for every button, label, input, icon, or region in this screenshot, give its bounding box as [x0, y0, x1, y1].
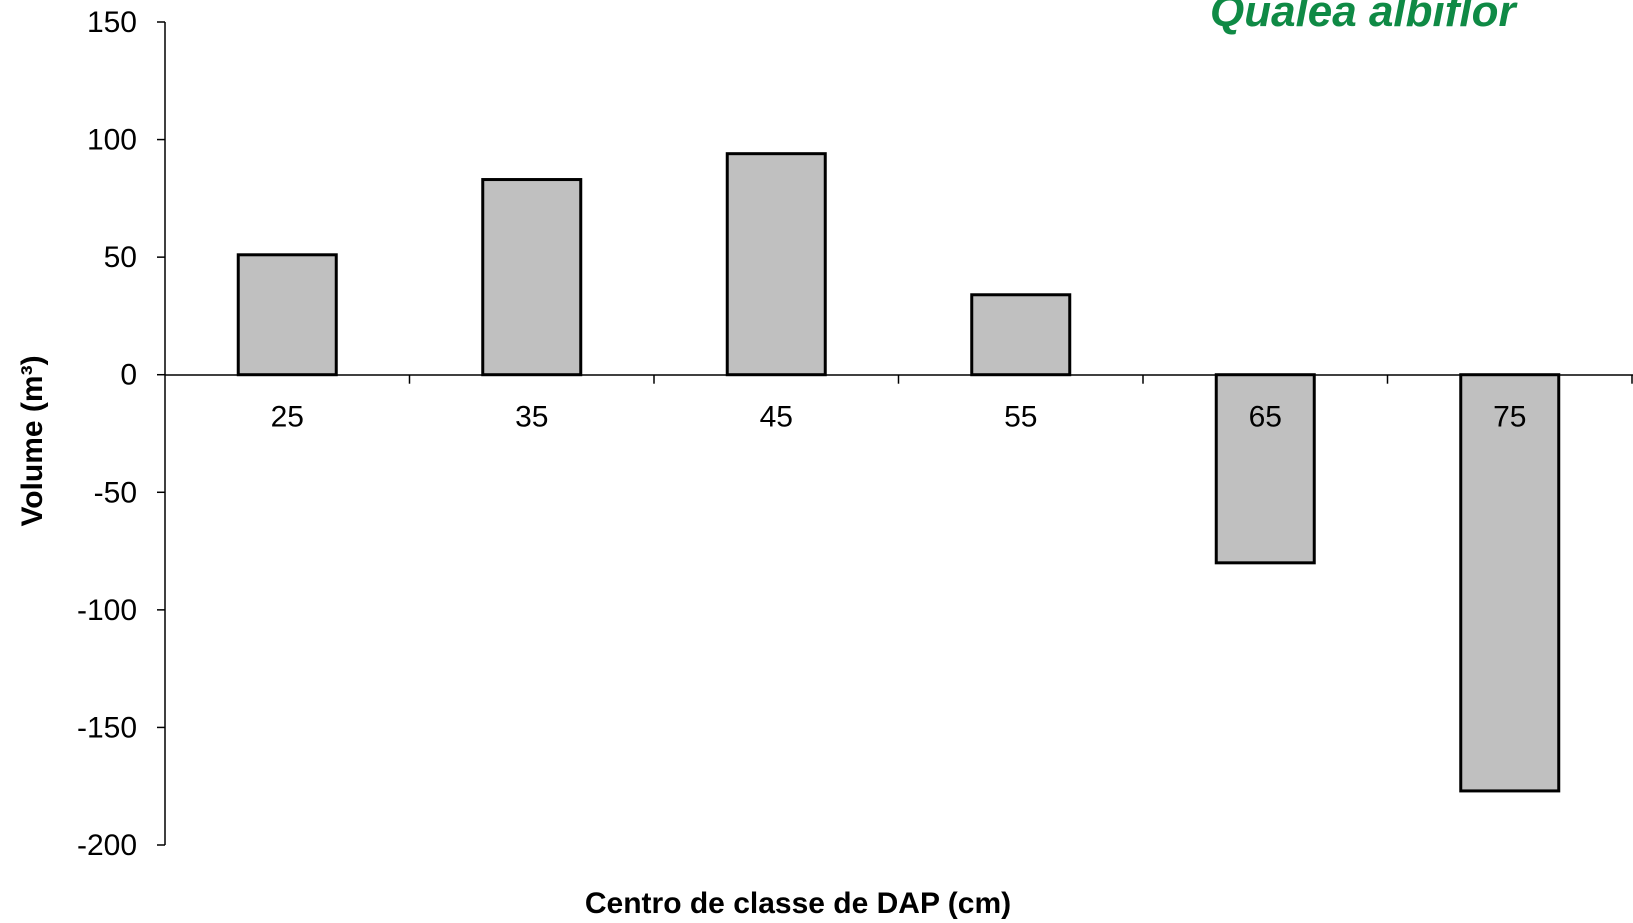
- x-tick-label-45: 45: [760, 401, 793, 434]
- x-tick-label-55: 55: [1004, 401, 1037, 434]
- bar-75: [1459, 373, 1561, 793]
- x-tick-label-35: 35: [515, 401, 548, 434]
- bar-45: [725, 152, 827, 377]
- y-tick-label: -200: [77, 829, 137, 862]
- x-tick-label-65: 65: [1249, 401, 1282, 434]
- bars: [236, 152, 1561, 793]
- y-tick-label: -100: [77, 594, 137, 627]
- x-tick-label-25: 25: [271, 401, 304, 434]
- bar-25: [236, 253, 338, 377]
- y-tick-label: 100: [87, 124, 137, 157]
- y-tick-label: 0: [120, 359, 137, 392]
- y-tick-label: 150: [87, 6, 137, 39]
- y-ticks: 150 100 50 0 -50 -100 -150 -200: [77, 6, 165, 862]
- y-tick-label: 50: [104, 241, 137, 274]
- chart-title: Qualea albiflor: [1210, 0, 1519, 36]
- x-axis-label: Centro de classe de DAP (cm): [585, 887, 1011, 920]
- y-axis-label: Volume (m³): [16, 355, 49, 526]
- y-tick-label: -50: [94, 476, 137, 509]
- x-tick-labels: 25 35 45 55 65 75: [271, 401, 1527, 434]
- bar-35: [481, 178, 583, 377]
- bar-55: [970, 293, 1072, 377]
- y-tick-label: -150: [77, 711, 137, 744]
- x-ticks: [408, 374, 1633, 384]
- x-tick-label-75: 75: [1493, 401, 1526, 434]
